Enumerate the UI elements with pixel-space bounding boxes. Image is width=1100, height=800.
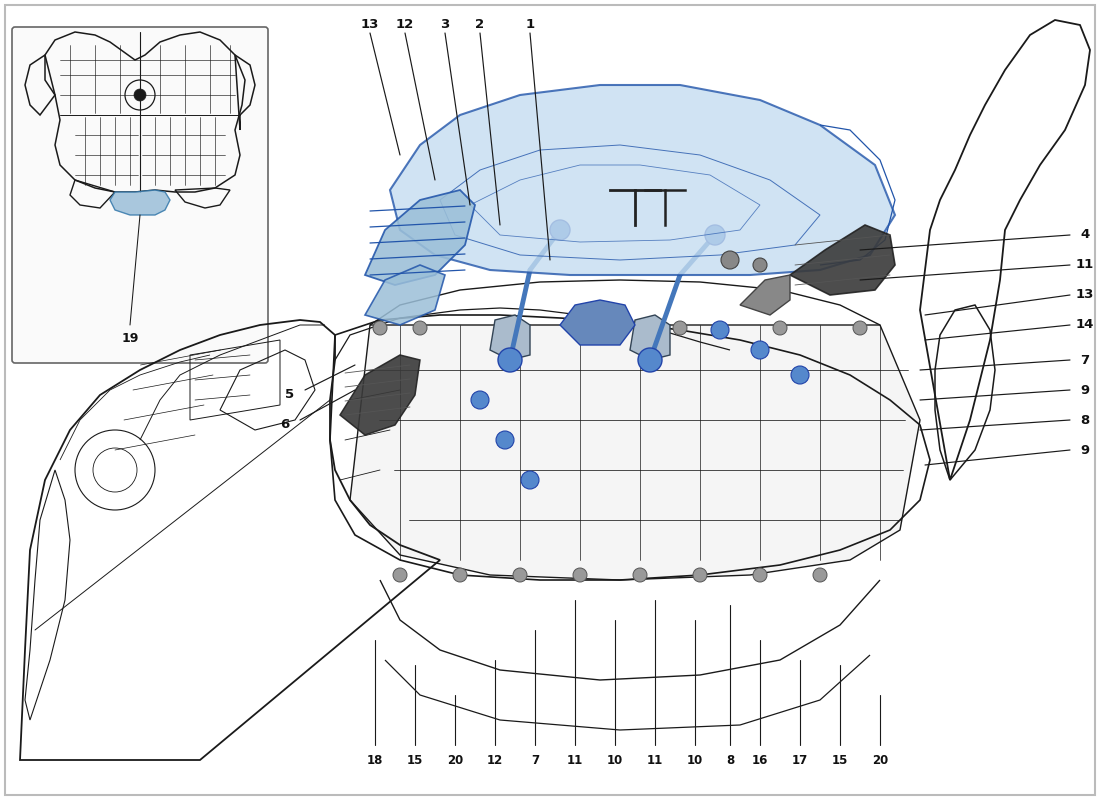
Text: 9: 9 xyxy=(1080,383,1090,397)
Text: eurospares: eurospares xyxy=(600,317,840,443)
Circle shape xyxy=(513,568,527,582)
Circle shape xyxy=(751,341,769,359)
Circle shape xyxy=(693,568,707,582)
Text: 4: 4 xyxy=(1080,229,1090,242)
Circle shape xyxy=(412,321,427,335)
Circle shape xyxy=(773,321,786,335)
Text: 10: 10 xyxy=(686,754,703,766)
Circle shape xyxy=(373,321,387,335)
Text: 1: 1 xyxy=(526,18,535,31)
Text: 18: 18 xyxy=(366,754,383,766)
Text: 10: 10 xyxy=(607,754,623,766)
Circle shape xyxy=(593,321,607,335)
Circle shape xyxy=(393,568,407,582)
Polygon shape xyxy=(630,315,670,360)
Circle shape xyxy=(754,258,767,272)
Text: 7: 7 xyxy=(1080,354,1090,366)
Text: 9: 9 xyxy=(1080,443,1090,457)
Text: 11: 11 xyxy=(1076,258,1094,271)
Circle shape xyxy=(791,366,808,384)
Text: 15: 15 xyxy=(407,754,424,766)
Circle shape xyxy=(720,251,739,269)
Circle shape xyxy=(471,391,490,409)
Text: 7: 7 xyxy=(531,754,539,766)
Circle shape xyxy=(573,568,587,582)
Polygon shape xyxy=(340,355,420,435)
Text: 17: 17 xyxy=(792,754,808,766)
Circle shape xyxy=(453,568,468,582)
FancyBboxPatch shape xyxy=(12,27,268,363)
Circle shape xyxy=(498,348,522,372)
Text: 12: 12 xyxy=(487,754,503,766)
Circle shape xyxy=(673,321,688,335)
Circle shape xyxy=(705,225,725,245)
Text: 20: 20 xyxy=(872,754,888,766)
Circle shape xyxy=(521,471,539,489)
Text: 11: 11 xyxy=(566,754,583,766)
Polygon shape xyxy=(390,85,895,275)
Polygon shape xyxy=(740,275,790,315)
Polygon shape xyxy=(790,225,895,295)
Circle shape xyxy=(632,568,647,582)
Text: 5: 5 xyxy=(285,389,295,402)
Polygon shape xyxy=(365,190,475,285)
Circle shape xyxy=(550,220,570,240)
Circle shape xyxy=(638,348,662,372)
Text: 13: 13 xyxy=(361,18,379,31)
Text: 8: 8 xyxy=(726,754,734,766)
Text: 15: 15 xyxy=(832,754,848,766)
Polygon shape xyxy=(560,300,635,345)
Text: 19: 19 xyxy=(121,331,139,345)
Circle shape xyxy=(711,321,729,339)
Circle shape xyxy=(754,568,767,582)
Text: 11: 11 xyxy=(647,754,663,766)
Polygon shape xyxy=(110,190,170,215)
Circle shape xyxy=(813,568,827,582)
Circle shape xyxy=(496,431,514,449)
Text: 12: 12 xyxy=(396,18,414,31)
Text: 2: 2 xyxy=(475,18,485,31)
Text: 8: 8 xyxy=(1080,414,1090,426)
Circle shape xyxy=(134,89,146,101)
Polygon shape xyxy=(365,265,446,325)
Polygon shape xyxy=(350,325,920,580)
Text: 3: 3 xyxy=(440,18,450,31)
Text: 20: 20 xyxy=(447,754,463,766)
Text: a passion since 1985: a passion since 1985 xyxy=(568,407,792,513)
Text: 13: 13 xyxy=(1076,289,1094,302)
Text: 6: 6 xyxy=(280,418,289,431)
Circle shape xyxy=(852,321,867,335)
Polygon shape xyxy=(490,315,530,360)
Text: 14: 14 xyxy=(1076,318,1094,331)
Text: 16: 16 xyxy=(751,754,768,766)
